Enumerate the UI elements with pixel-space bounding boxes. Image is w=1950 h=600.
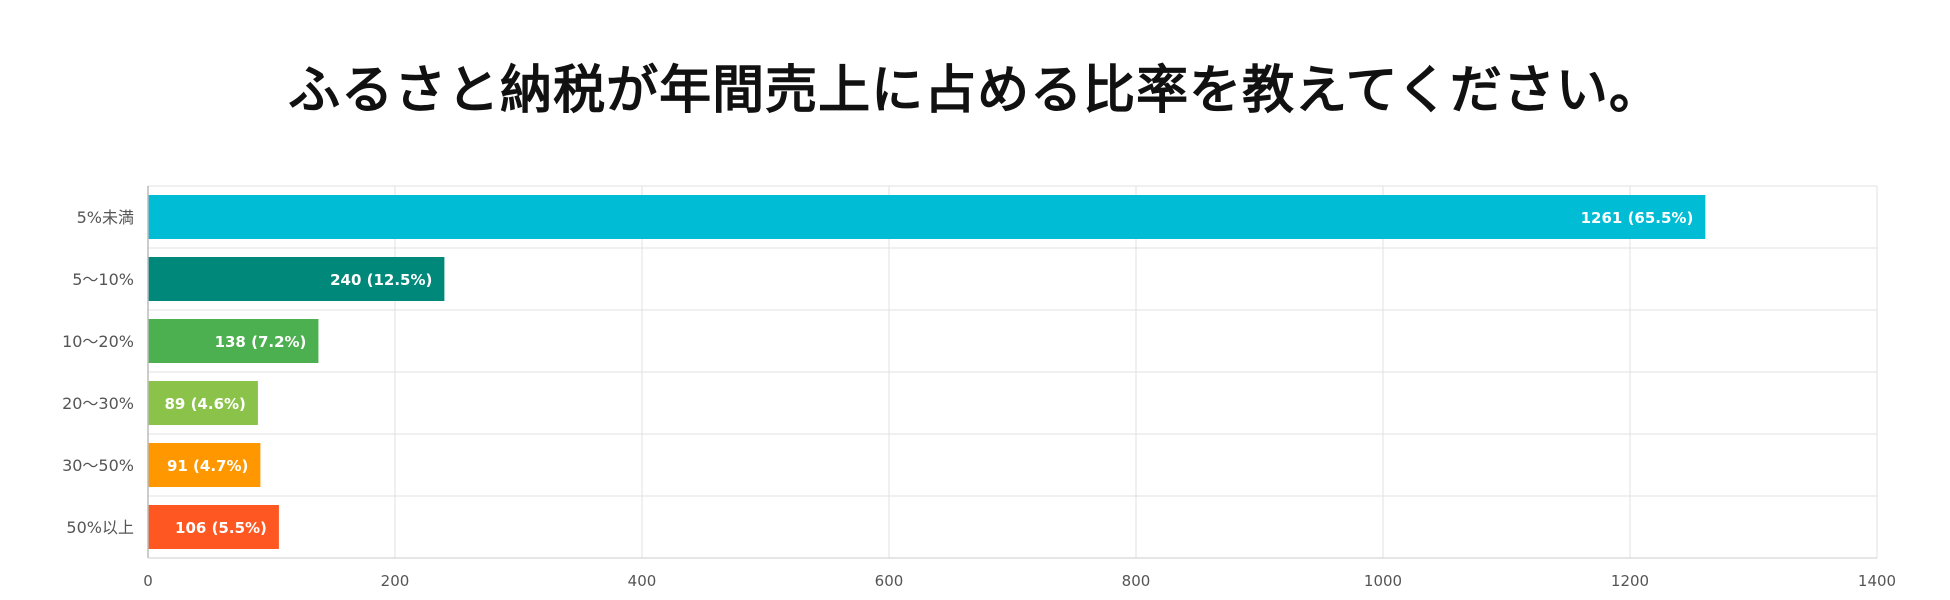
category-label: 30〜50% (62, 456, 134, 475)
data-label: 106 (5.5%) (175, 519, 267, 537)
bars (148, 195, 1706, 549)
bar (148, 505, 279, 549)
grid-lines (147, 185, 1878, 559)
x-tick-label: 800 (1122, 572, 1151, 590)
axes (147, 186, 1877, 559)
data-label: 240 (12.5%) (330, 271, 432, 289)
bar (148, 443, 261, 487)
x-tick-label: 400 (628, 572, 657, 590)
x-tick-label: 0 (143, 572, 153, 590)
bar (148, 257, 445, 301)
data-label: 138 (7.2%) (215, 333, 307, 351)
data-label: 89 (4.6%) (164, 395, 245, 413)
category-label: 20〜30% (62, 394, 134, 413)
bar (148, 319, 319, 363)
x-tick-label: 1200 (1611, 572, 1649, 590)
x-tick-label: 200 (381, 572, 410, 590)
bar (148, 195, 1706, 239)
x-tick-label: 1000 (1364, 572, 1402, 590)
chart-title: ふるさと納税が年間売上に占める比率を教えてください。 (288, 61, 1662, 121)
bar (148, 381, 258, 425)
category-label: 10〜20% (62, 332, 134, 351)
data-label: 91 (4.7%) (167, 457, 248, 475)
category-label: 5〜10% (72, 270, 134, 289)
x-tick-label: 600 (875, 572, 904, 590)
x-tick-label: 1400 (1858, 572, 1896, 590)
category-label: 50%以上 (66, 518, 134, 537)
data-label: 1261 (65.5%) (1581, 209, 1694, 227)
labels: 0 200 400 600 800 1000 1200 1400 5%未満 1261 (65.5%… (62, 208, 1896, 590)
category-label: 5%未満 (77, 208, 134, 227)
